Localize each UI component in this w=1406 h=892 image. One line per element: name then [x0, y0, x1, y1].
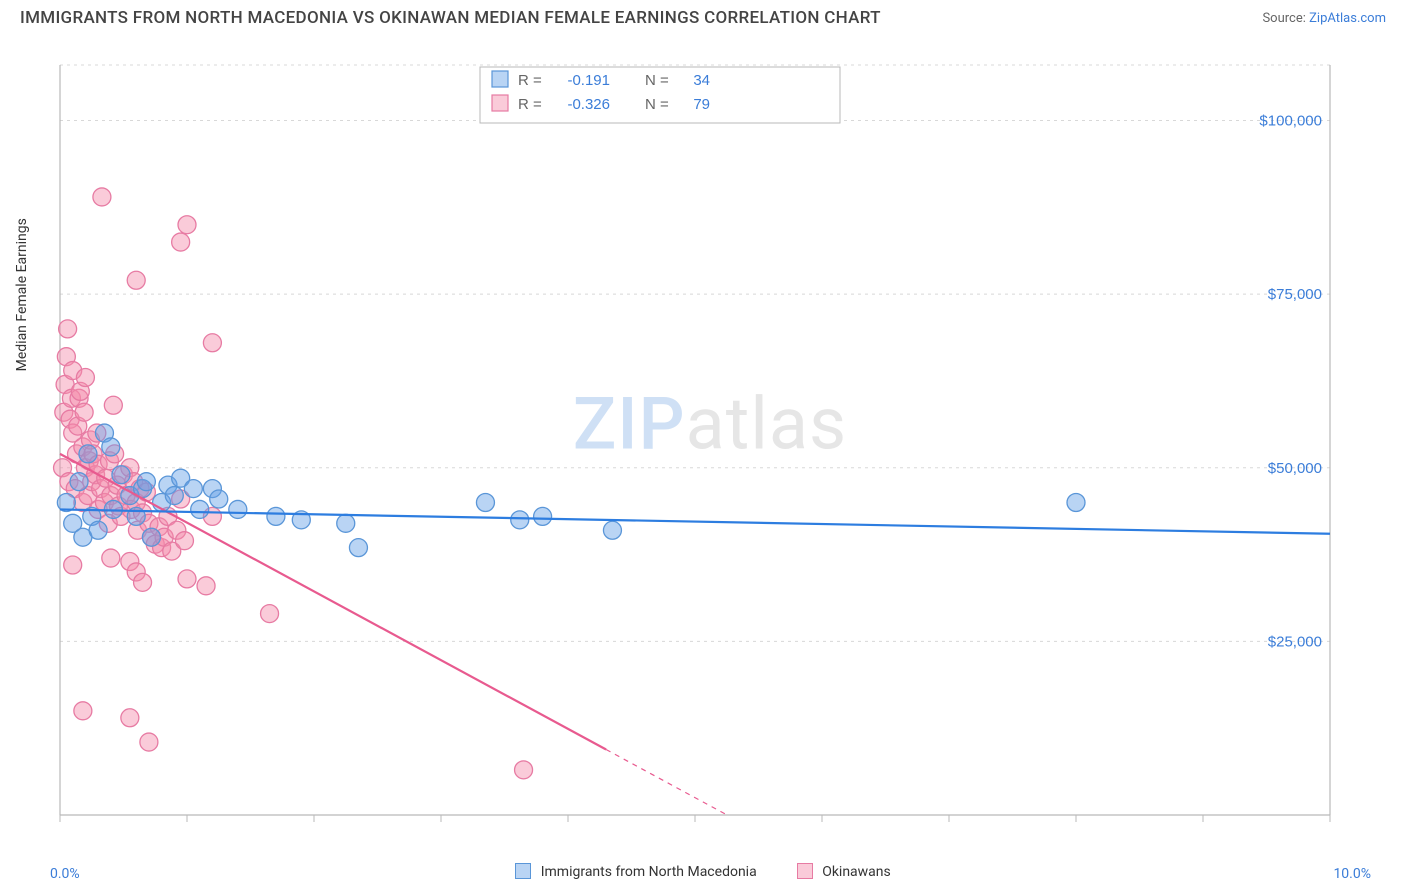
legend-item-blue: Immigrants from North Macedonia — [515, 863, 756, 880]
r-value-blue: -0.191 — [567, 72, 610, 89]
legend-label-blue: Immigrants from North Macedonia — [541, 864, 757, 880]
data-point-blue — [337, 514, 355, 532]
legend-swatch-blue — [515, 863, 531, 879]
legend-item-pink: Okinawans — [797, 863, 891, 880]
data-point-blue — [210, 490, 228, 508]
data-point-pink — [127, 271, 145, 289]
trend-line-pink-dashed — [606, 750, 727, 815]
data-point-pink — [93, 188, 111, 206]
data-point-pink — [172, 233, 190, 251]
trend-line-blue — [60, 509, 1330, 533]
data-point-pink — [104, 396, 122, 414]
chart-container: Median Female Earnings ZIPatlas $25,000$… — [50, 45, 1370, 835]
data-point-pink — [178, 216, 196, 234]
data-point-blue — [534, 507, 552, 525]
data-point-pink — [64, 556, 82, 574]
data-point-pink — [197, 577, 215, 595]
stats-swatch-pink — [492, 95, 508, 111]
data-point-blue — [603, 521, 621, 539]
y-tick-label: $75,000 — [1268, 286, 1322, 303]
n-value-blue: 34 — [693, 72, 710, 89]
r-value-pink: -0.326 — [567, 96, 610, 113]
data-point-pink — [76, 369, 94, 387]
legend-swatch-pink — [797, 863, 813, 879]
data-point-blue — [165, 487, 183, 505]
y-tick-label: $25,000 — [1268, 633, 1322, 650]
y-tick-label: $50,000 — [1268, 460, 1322, 477]
data-point-blue — [102, 438, 120, 456]
data-point-pink — [75, 403, 93, 421]
data-point-blue — [229, 500, 247, 518]
svg-text:N =: N = — [645, 96, 669, 113]
data-point-pink — [261, 605, 279, 623]
source-label: Source: — [1262, 11, 1305, 26]
source-attribution: Source: ZipAtlas.com — [1262, 11, 1386, 26]
data-point-blue — [142, 528, 160, 546]
svg-text:R =: R = — [518, 96, 542, 113]
data-point-blue — [79, 445, 97, 463]
data-point-pink — [102, 549, 120, 567]
data-point-pink — [515, 761, 533, 779]
data-point-pink — [59, 320, 77, 338]
data-point-blue — [476, 494, 494, 512]
data-point-blue — [511, 511, 529, 529]
svg-text:R =: R = — [518, 72, 542, 89]
data-point-blue — [89, 521, 107, 539]
data-point-pink — [178, 570, 196, 588]
y-tick-label: $100,000 — [1259, 113, 1322, 130]
data-point-pink — [74, 702, 92, 720]
y-axis-label: Median Female Earnings — [14, 218, 30, 371]
data-point-pink — [134, 573, 152, 591]
data-point-blue — [137, 473, 155, 491]
data-point-blue — [184, 480, 202, 498]
data-point-pink — [140, 733, 158, 751]
bottom-legend: Immigrants from North Macedonia Okinawan… — [0, 863, 1406, 880]
stats-swatch-blue — [492, 71, 508, 87]
source-link[interactable]: ZipAtlas.com — [1309, 11, 1386, 26]
scatter-plot: $25,000 $50,000 $75,000 $100,000 R = -0.191 N … — [50, 45, 1370, 835]
data-point-blue — [70, 473, 88, 491]
chart-title: IMMIGRANTS FROM NORTH MACEDONIA VS OKINA… — [20, 8, 881, 28]
data-point-blue — [191, 500, 209, 518]
data-point-blue — [349, 539, 367, 557]
data-point-pink — [121, 709, 139, 727]
svg-text:N =: N = — [645, 72, 669, 89]
data-point-pink — [175, 532, 193, 550]
legend-label-pink: Okinawans — [822, 864, 891, 880]
trend-line-pink — [60, 454, 606, 750]
data-point-blue — [267, 507, 285, 525]
data-point-blue — [112, 466, 130, 484]
data-point-pink — [203, 334, 221, 352]
data-point-blue — [1067, 494, 1085, 512]
n-value-pink: 79 — [693, 96, 710, 113]
